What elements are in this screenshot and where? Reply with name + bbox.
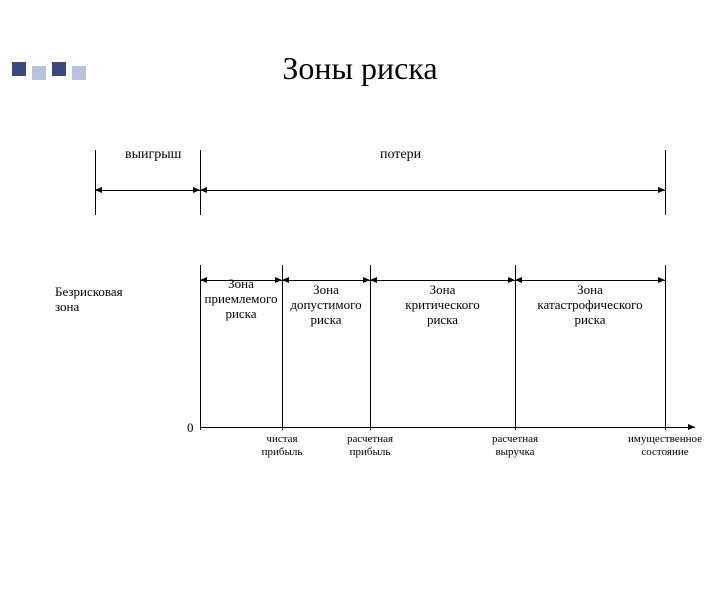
page-title: Зоны риска	[0, 50, 720, 87]
risk-zones-diagram: выигрыш потери 0 БезрисковаязонаЗонаприе…	[70, 165, 670, 445]
top-label-gain: выигрыш	[125, 147, 181, 163]
zone-label: Зонадопустимогориска	[282, 283, 370, 328]
deco-sq-2	[32, 66, 46, 80]
axis-label: чистаяприбыль	[247, 433, 317, 458]
mid-vline	[665, 265, 666, 430]
deco-sq-3	[52, 62, 66, 76]
zone-arrow	[370, 280, 515, 281]
top-vline	[95, 150, 96, 215]
zero-label: 0	[187, 420, 194, 436]
bottom-axis-line	[200, 427, 695, 428]
axis-label: расчетнаяприбыль	[330, 433, 410, 458]
zone-label: Безрисковаязона	[55, 285, 165, 315]
axis-label: имущественноесостояние	[615, 433, 715, 458]
deco-sq-4	[72, 66, 86, 80]
zone-label: Зонакритическогориска	[370, 283, 515, 328]
top-arrow	[200, 190, 665, 191]
top-vline	[665, 150, 666, 215]
axis-label: расчетнаявыручка	[475, 433, 555, 458]
top-vline	[200, 150, 201, 215]
zone-arrow	[515, 280, 665, 281]
zone-arrow	[282, 280, 370, 281]
top-arrow	[95, 190, 200, 191]
zone-label: Зонаприемлемогориска	[198, 277, 284, 322]
top-label-loss: потери	[380, 147, 421, 163]
decorative-squares	[12, 62, 88, 81]
zone-label: Зонакатастрофическогориска	[515, 283, 665, 328]
deco-sq-1	[12, 62, 26, 76]
